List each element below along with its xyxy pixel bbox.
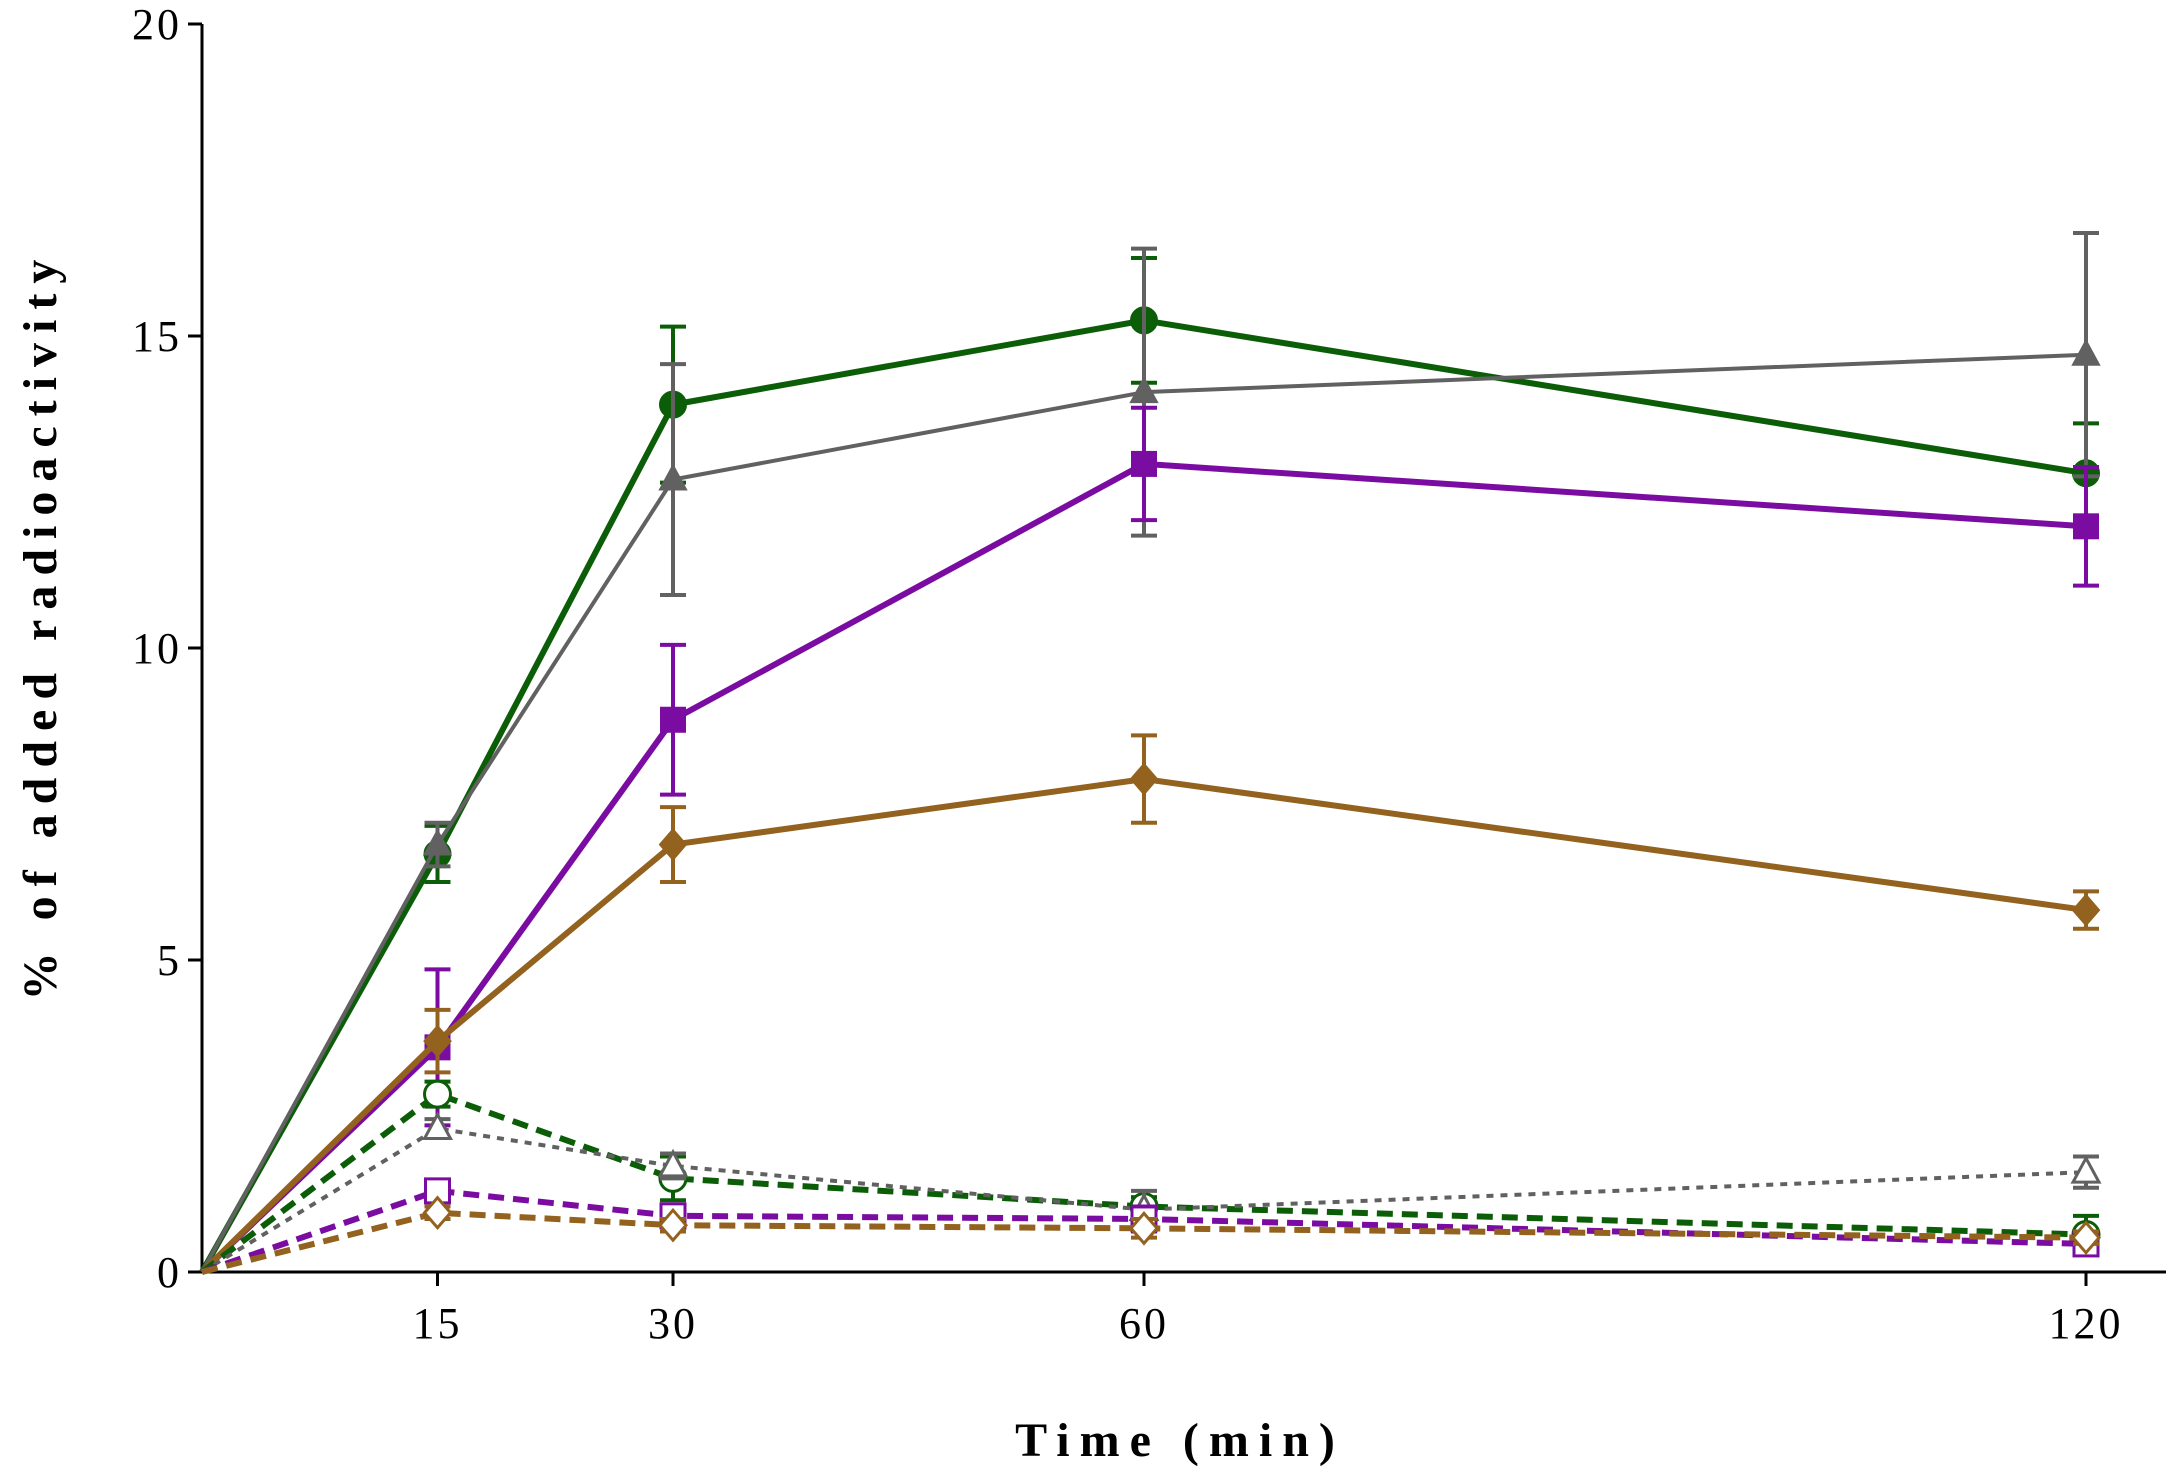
data-point	[421, 1111, 454, 1140]
series-gray-dotted-triangle	[200, 1111, 2102, 1274]
x-tick-label: 120	[2049, 1299, 2124, 1348]
x-axis-title: Time (min)	[1015, 1414, 1345, 1467]
series-layer	[199, 231, 2102, 1275]
data-point	[1131, 450, 1157, 477]
y-tick-label: 0	[157, 1248, 182, 1297]
y-tick-label: 15	[132, 312, 182, 361]
data-point	[660, 706, 686, 733]
y-axis-title: % of added radioactivity	[14, 250, 67, 1001]
data-point	[1129, 762, 1159, 796]
data-point	[658, 463, 688, 491]
x-tick-label: 15	[413, 1299, 463, 1348]
y-tick-label: 10	[132, 624, 182, 673]
y-tick-label: 20	[132, 0, 182, 49]
data-point	[2071, 893, 2101, 927]
series-gray-solid-triangle	[200, 231, 2101, 1273]
data-point	[1129, 376, 1159, 404]
series-brown-solid-diamond	[199, 733, 2101, 1275]
data-point	[2071, 338, 2101, 366]
data-point	[658, 828, 688, 862]
x-tick-label: 60	[1119, 1299, 1169, 1348]
data-point	[423, 1079, 452, 1109]
data-point	[422, 1195, 453, 1231]
x-tick-label: 30	[648, 1299, 698, 1348]
axes: 0 5 10 15 20 15 30 60 120	[132, 0, 2166, 1348]
data-point	[2071, 1220, 2101, 1255]
data-point	[423, 1024, 452, 1058]
data-point	[422, 828, 453, 856]
y-tick-label: 5	[157, 936, 182, 985]
data-point	[657, 1148, 689, 1178]
data-point	[2070, 1155, 2102, 1184]
data-point	[658, 1207, 688, 1243]
series-line	[200, 1091, 2087, 1275]
data-point	[1129, 1211, 1159, 1246]
series-green-dashed-circle	[200, 1079, 2101, 1275]
series-line	[200, 1126, 2087, 1274]
series-brown-dashed-diamond	[201, 1195, 2101, 1275]
data-point	[2073, 513, 2099, 540]
